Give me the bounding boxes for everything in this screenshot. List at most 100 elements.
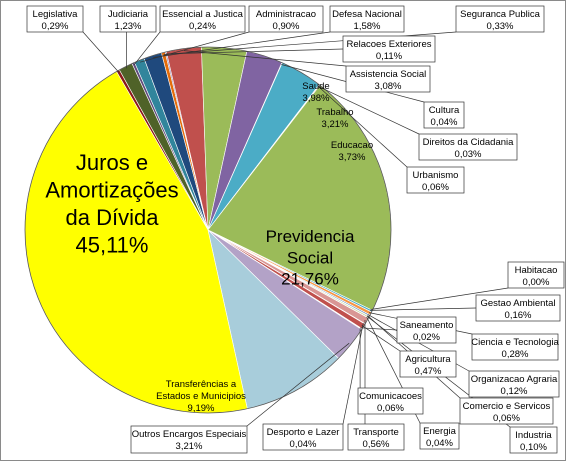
label-name-comunicacoes: Comunicacoes — [359, 391, 422, 402]
label-value-defesa-nacional: 1,58% — [354, 21, 381, 32]
label-name-desporto-e-lazer: Desporto e Lazer — [267, 427, 340, 438]
label-name-transferencias-a-estados-e-municipios: Estados e Municipios — [156, 391, 246, 402]
leader-saneamento — [360, 327, 398, 331]
label-value-industria: 0,10% — [520, 442, 547, 453]
label-box-habitacao — [507, 261, 565, 289]
label-name-juros-e-amortizacoes-da-divida: Juros e — [76, 150, 148, 175]
label-value-saneamento: 0,02% — [413, 332, 440, 343]
label-name-cultura: Cultura — [429, 105, 460, 116]
leader-relacoes-exteriores — [166, 48, 344, 55]
label-box-judiciaria — [99, 5, 157, 33]
label-box-defesa-nacional — [329, 5, 405, 33]
label-box-industria — [509, 426, 558, 454]
label-value-urbanismo: 0,06% — [422, 182, 449, 193]
label-value-habitacao: 0,00% — [523, 277, 550, 288]
label-value-direitos-da-cidadania: 0,03% — [455, 149, 482, 160]
label-name-legislativa: Legislativa — [33, 9, 79, 20]
label-name-gestao-ambiental: Gestao Ambiental — [481, 298, 556, 309]
label-value-comunicacoes: 0,06% — [377, 403, 404, 414]
label-name-administracao: Administracao — [256, 9, 316, 20]
label-name-essencial-a-justica: Essencial a Justica — [162, 9, 244, 20]
leader-assistencia-social — [183, 50, 347, 67]
label-value-essencial-a-justica: 0,24% — [189, 21, 216, 32]
label-box-assistencia-social — [345, 65, 431, 93]
label-value-judiciaria: 1,23% — [115, 21, 142, 32]
label-value-assistencia-social: 3,08% — [375, 81, 402, 92]
label-value-legislativa: 0,29% — [42, 21, 69, 32]
label-name-agricultura: Agricultura — [405, 354, 451, 365]
label-name-transporte: Transporte — [353, 427, 399, 438]
label-box-agricultura — [399, 350, 457, 378]
label-name-relacoes-exteriores: Relacoes Exteriores — [346, 39, 431, 50]
label-value-agricultura: 0,47% — [415, 366, 442, 377]
label-value-educacao: 3,73% — [339, 152, 366, 163]
label-name-defesa-nacional: Defesa Nacional — [332, 9, 402, 20]
pie-outline — [24, 46, 392, 414]
label-box-outros-encargos-especiais — [130, 425, 248, 454]
label-value-relacoes-exteriores: 0,11% — [376, 51, 403, 62]
label-value-energia: 0,04% — [426, 438, 453, 449]
label-name-outros-encargos-especiais: Outros Encargos Especiais — [132, 429, 247, 440]
label-name-transferencias-a-estados-e-municipios: Transferências a — [166, 379, 237, 390]
leader-outros-encargos-especiais — [246, 342, 350, 427]
label-value-cultura: 0,04% — [431, 117, 458, 128]
label-value-outros-encargos-especiais: 3,21% — [176, 441, 203, 452]
label-box-direitos-da-cidadania — [418, 133, 518, 161]
label-name-trabalho: Trabalho — [316, 107, 353, 118]
label-name-habitacao: Habitacao — [515, 265, 558, 276]
label-box-legislativa — [26, 5, 84, 33]
label-value-seguranca-publica: 0,33% — [487, 21, 514, 32]
label-name-comercio-e-servicos: Comercio e Servicos — [463, 401, 551, 412]
label-name-saneamento: Saneamento — [400, 320, 454, 331]
label-box-organizacao-agraria — [468, 370, 560, 398]
label-box-seguranca-publica — [455, 5, 545, 33]
label-box-cultura — [423, 101, 465, 129]
label-box-comercio-e-servicos — [459, 397, 554, 425]
label-box-urbanismo — [406, 166, 465, 194]
label-value-gestao-ambiental: 0,16% — [505, 310, 532, 321]
label-value-ciencia-e-tecnologia: 0,28% — [502, 349, 529, 360]
label-value-transferencias-a-estados-e-municipios: 9,19% — [188, 403, 215, 414]
label-value-organizacao-agraria: 0,12% — [501, 386, 528, 397]
label-value-desporto-e-lazer: 0,04% — [290, 439, 317, 450]
label-name-industria: Industria — [515, 430, 552, 441]
label-value-saude: 3,98% — [303, 93, 330, 104]
label-box-ciencia-e-tecnologia — [471, 333, 559, 361]
label-name-seguranca-publica: Seguranca Publica — [460, 9, 540, 20]
label-name-organizacao-agraria: Organizacao Agraria — [471, 374, 558, 385]
label-value-administracao: 0,90% — [273, 21, 300, 32]
label-box-transporte — [347, 423, 405, 451]
label-name-urbanismo: Urbanismo — [413, 170, 459, 181]
label-name-juros-e-amortizacoes-da-divida: Amortizações — [45, 178, 178, 203]
label-value-juros-e-amortizacoes-da-divida: 45,11% — [76, 233, 149, 258]
label-box-desporto-e-lazer — [262, 423, 344, 451]
label-name-judiciaria: Judiciaria — [108, 9, 149, 20]
label-name-previdencia-social: Previdencia — [266, 227, 355, 246]
label-name-energia: Energia — [423, 426, 456, 437]
leader-gestao-ambiental — [370, 307, 477, 311]
leader-habitacao — [370, 287, 509, 310]
leader-legislativa — [82, 31, 120, 73]
label-value-transporte: 0,56% — [363, 439, 390, 450]
label-box-energia — [419, 422, 460, 450]
label-box-gestao-ambiental — [475, 294, 561, 322]
label-name-ciencia-e-tecnologia: Ciencia e Tecnologia — [471, 337, 559, 348]
label-name-previdencia-social: Social — [287, 248, 333, 267]
leader-administracao — [140, 31, 250, 63]
label-value-previdencia-social: 21,76% — [281, 270, 339, 289]
label-box-comunicacoes — [357, 387, 424, 415]
label-name-saude: Saude — [302, 81, 329, 92]
leader-urbanismo — [318, 86, 408, 168]
leader-essencial-a-justica — [133, 31, 161, 66]
label-name-juros-e-amortizacoes-da-divida: da Dívida — [66, 205, 160, 230]
leader-agricultura — [361, 325, 401, 352]
label-name-direitos-da-cidadania: Direitos da Cidadania — [423, 137, 515, 148]
label-name-educacao: Educacao — [331, 140, 373, 151]
label-box-saneamento — [396, 316, 457, 344]
pie-slices — [24, 46, 392, 414]
label-box-relacoes-exteriores — [342, 35, 436, 63]
label-name-assistencia-social: Assistencia Social — [350, 69, 427, 80]
leader-direitos-da-cidadania — [317, 85, 420, 135]
